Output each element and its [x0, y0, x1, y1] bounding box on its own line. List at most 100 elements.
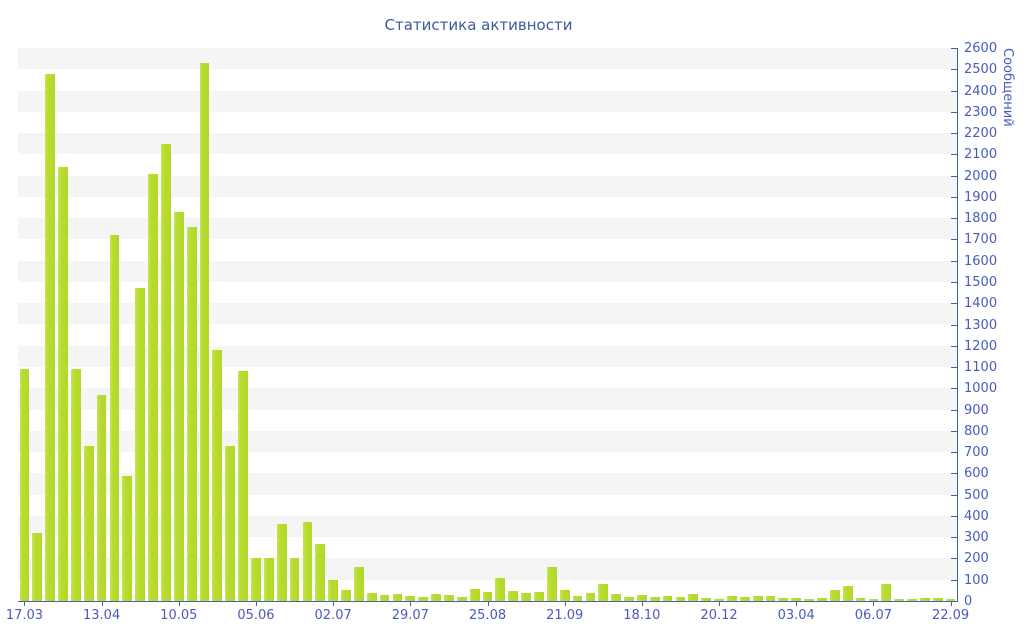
bar[interactable]: [392, 593, 403, 601]
bar[interactable]: [559, 589, 570, 601]
x-tick-mark: [24, 601, 26, 606]
bar[interactable]: [572, 595, 583, 601]
bar[interactable]: [855, 597, 866, 601]
bar[interactable]: [662, 595, 673, 601]
bar[interactable]: [675, 596, 686, 601]
bar[interactable]: [444, 595, 454, 601]
bar[interactable]: [739, 596, 750, 601]
bar[interactable]: [225, 445, 236, 601]
bar[interactable]: [701, 597, 712, 601]
grid-band: [18, 260, 957, 282]
plot-area: [18, 48, 957, 601]
bar[interactable]: [70, 369, 81, 601]
x-tick-label: 22.09: [931, 608, 970, 623]
x-tick-mark: [950, 601, 952, 606]
y-tick-mark: [951, 260, 957, 262]
bar[interactable]: [817, 598, 827, 601]
bar[interactable]: [894, 599, 904, 601]
bar[interactable]: [907, 598, 917, 601]
bar[interactable]: [431, 593, 441, 601]
bar[interactable]: [778, 597, 789, 601]
y-tick-mark: [951, 218, 957, 220]
bar[interactable]: [649, 596, 660, 601]
bar[interactable]: [829, 589, 840, 601]
bar[interactable]: [289, 558, 300, 601]
bar[interactable]: [186, 226, 197, 601]
bar[interactable]: [405, 595, 416, 601]
y-tick-mark: [951, 239, 957, 241]
bar[interactable]: [199, 62, 210, 601]
bar[interactable]: [341, 590, 351, 601]
y-tick-label: 800: [964, 423, 989, 439]
bar[interactable]: [791, 598, 802, 601]
y-tick-mark: [951, 367, 957, 369]
y-tick-label: 2000: [964, 168, 998, 184]
bar[interactable]: [585, 592, 596, 601]
bar[interactable]: [624, 596, 634, 601]
bar[interactable]: [32, 532, 43, 601]
bar[interactable]: [251, 558, 261, 601]
bar[interactable]: [122, 475, 133, 601]
bar[interactable]: [109, 235, 120, 601]
x-tick-mark: [487, 601, 489, 606]
y-axis-title: Сообщений: [1000, 48, 1015, 127]
bar[interactable]: [534, 591, 544, 601]
bar[interactable]: [96, 394, 107, 601]
bar[interactable]: [546, 566, 557, 601]
bar[interactable]: [508, 591, 519, 601]
bar[interactable]: [45, 73, 56, 601]
y-tick-label: 500: [964, 487, 989, 503]
bar[interactable]: [611, 594, 621, 601]
x-tick-mark: [641, 601, 643, 606]
grid-band: [18, 133, 957, 155]
y-tick-mark: [951, 303, 957, 305]
x-tick-mark: [796, 601, 798, 606]
bar[interactable]: [714, 598, 724, 601]
bar[interactable]: [366, 592, 377, 601]
bar[interactable]: [173, 211, 184, 601]
bar[interactable]: [58, 167, 68, 601]
bar[interactable]: [302, 522, 313, 601]
bar[interactable]: [83, 445, 94, 601]
bar[interactable]: [328, 579, 339, 601]
bar[interactable]: [276, 524, 287, 601]
bar[interactable]: [161, 143, 171, 601]
bar[interactable]: [495, 577, 506, 601]
bar[interactable]: [353, 566, 364, 601]
bar[interactable]: [469, 589, 480, 601]
bar[interactable]: [868, 598, 879, 601]
bar[interactable]: [19, 369, 30, 601]
y-tick-label: 200: [964, 551, 989, 567]
bar[interactable]: [238, 371, 248, 601]
grid-band: [18, 175, 957, 197]
bar[interactable]: [765, 595, 776, 601]
y-tick-mark: [951, 133, 957, 135]
bar[interactable]: [482, 591, 493, 601]
bar[interactable]: [919, 598, 930, 601]
bar[interactable]: [315, 543, 326, 601]
bar[interactable]: [932, 598, 943, 601]
bar[interactable]: [148, 173, 158, 601]
bar[interactable]: [456, 597, 467, 601]
bar[interactable]: [804, 599, 814, 601]
bar[interactable]: [727, 596, 737, 601]
bar[interactable]: [263, 558, 274, 601]
y-tick-label: 2300: [964, 104, 998, 120]
bar[interactable]: [636, 595, 647, 601]
bar[interactable]: [521, 592, 531, 601]
bar[interactable]: [881, 584, 892, 601]
bar[interactable]: [418, 596, 429, 601]
bar[interactable]: [379, 594, 390, 601]
bar[interactable]: [842, 585, 853, 601]
bar[interactable]: [945, 598, 956, 601]
bar[interactable]: [212, 350, 223, 601]
bar[interactable]: [752, 596, 763, 601]
x-tick-label: 05.06: [237, 608, 275, 623]
bar[interactable]: [135, 288, 146, 601]
bar[interactable]: [688, 594, 699, 601]
x-tick-mark: [564, 601, 566, 606]
x-tick-label: 17.03: [5, 608, 44, 623]
bar[interactable]: [598, 584, 609, 601]
x-tick-mark: [410, 601, 412, 606]
